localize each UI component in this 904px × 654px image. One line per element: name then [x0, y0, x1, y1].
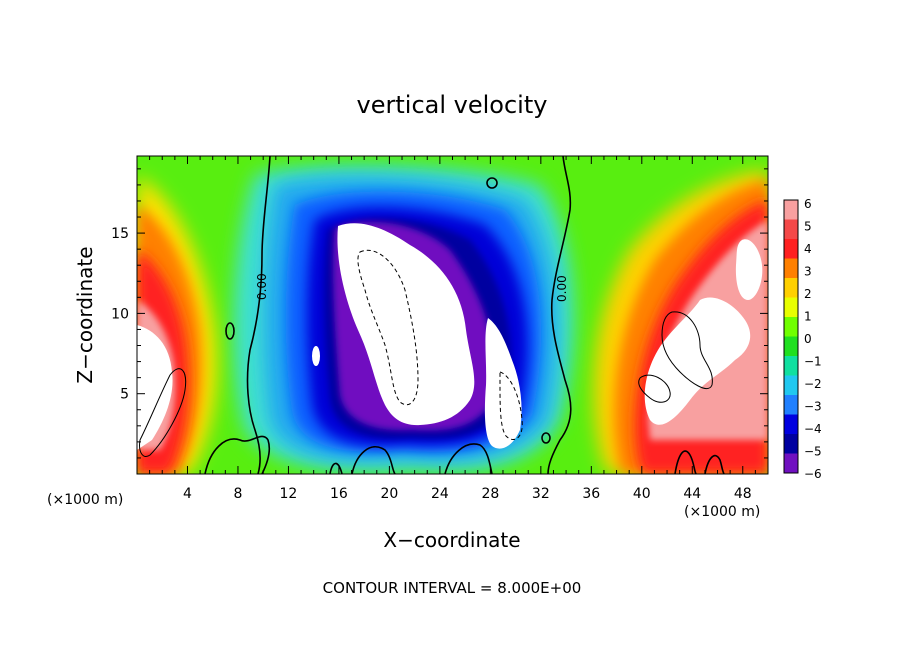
- zero-contour-cell-top: [486, 177, 498, 189]
- x-unit-label-right: (×1000 m): [684, 504, 760, 520]
- zero-contour-bottom-5: [674, 450, 697, 474]
- zero-contour-bottom-4: [444, 443, 493, 474]
- colorbar-swatch: [784, 414, 798, 435]
- contour-interval-note: CONTOUR INTERVAL = 8.000E+00: [323, 579, 582, 597]
- x-tick-label: 36: [582, 486, 600, 502]
- y-tick-label: 5: [120, 387, 129, 403]
- zero-contours: [204, 156, 725, 474]
- x-tick-label: 8: [233, 486, 242, 502]
- colorbar-swatch: [784, 200, 798, 220]
- colorbar-swatch: [784, 297, 798, 318]
- updraft-east-contour: [661, 311, 713, 390]
- y-tick-label: 15: [111, 226, 129, 242]
- x-tick-label: 12: [280, 486, 298, 502]
- colorbar-tick-label: 6: [804, 197, 812, 211]
- y-tick-label: 10: [111, 306, 129, 322]
- zero-contour-cell-right: [541, 432, 551, 444]
- x-tick-label: 48: [734, 486, 752, 502]
- downdraft-field: [233, 165, 574, 472]
- zero-contour-label-east: 0.00: [555, 275, 569, 302]
- colorbar-swatch: [784, 336, 798, 357]
- colorbar-swatch: [784, 278, 798, 298]
- colorbar-tick-label: −5: [804, 445, 822, 459]
- colorbar-swatch: [784, 395, 798, 415]
- downdraft-core-east: [484, 318, 522, 449]
- x-tick-label: 44: [683, 486, 701, 502]
- y-axis-title: Z−coordinate: [73, 246, 97, 383]
- colorbar-tick-label: −1: [804, 355, 822, 369]
- updraft-east-core: [644, 297, 751, 425]
- plot-area: [137, 156, 768, 474]
- min-contour-east: [499, 371, 523, 440]
- colorbar-swatch: [784, 375, 798, 396]
- colorbar-swatch: [784, 239, 798, 259]
- colorbar: 6 5 4 3 2 1 0 −1 −2 −3 −4 −5 −6: [783, 197, 822, 481]
- colorbar-tick-label: −6: [804, 467, 822, 481]
- colorbar-swatch: [784, 453, 798, 474]
- zero-contour-bottom-3: [351, 446, 396, 474]
- x-tick-label: 40: [633, 486, 651, 502]
- x-tick-label: 20: [380, 486, 398, 502]
- colorbar-tick-label: 2: [804, 287, 812, 301]
- colorbar-tick-label: 0: [804, 332, 812, 346]
- x-axis-title: X−coordinate: [383, 528, 520, 552]
- updraft-east-core-high: [735, 239, 763, 300]
- colorbar-swatch: [784, 317, 798, 337]
- colorbar-tick-label: 4: [804, 242, 812, 256]
- x-tick-label: 4: [183, 486, 192, 502]
- updraft-west-contour: [139, 368, 187, 457]
- colorbar-tick-label: −4: [804, 422, 822, 436]
- downdraft-core: [337, 223, 475, 426]
- x-tick-label: 16: [330, 486, 348, 502]
- colorbar-tick-label: −2: [804, 377, 822, 391]
- zero-contour-east: [547, 156, 572, 474]
- colorbar-tick-label: 3: [804, 265, 812, 279]
- colorbar-swatch: [784, 219, 798, 240]
- x-tick-label: 32: [532, 486, 550, 502]
- zero-contour-bottom-2: [329, 462, 343, 474]
- colorbar-swatch: [784, 258, 798, 279]
- updraft-west-core: [137, 325, 173, 450]
- zero-contour-cell-left: [225, 322, 235, 340]
- updraft-east: [593, 170, 768, 474]
- colorbar-swatch: [784, 434, 798, 454]
- updraft-west: [137, 176, 218, 474]
- zero-contour-label-west: 0.00: [255, 273, 269, 300]
- zero-contour-bottom-6: [704, 454, 725, 474]
- x-axis: 4 8 12 16 20 24 28 32 36 40 44 48: [149, 156, 756, 502]
- x-tick-label: 28: [481, 486, 499, 502]
- y-axis: 5 10 15: [111, 168, 768, 459]
- colorbar-tick-label: 1: [804, 310, 812, 324]
- zero-contour-bottom-1: [204, 435, 271, 474]
- colorbar-frame: [783, 199, 799, 474]
- colorbar-tick-label: −3: [804, 400, 822, 414]
- updraft-east-contour-low: [638, 374, 671, 403]
- colorbar-swatch: [784, 356, 798, 376]
- chart-title: vertical velocity: [357, 91, 548, 119]
- downdraft-spot-west: [312, 346, 320, 366]
- min-contour-core: [357, 249, 419, 406]
- x-unit-label-left: (×1000 m): [47, 492, 123, 508]
- colorbar-tick-label: 5: [804, 220, 812, 234]
- x-tick-label: 24: [431, 486, 449, 502]
